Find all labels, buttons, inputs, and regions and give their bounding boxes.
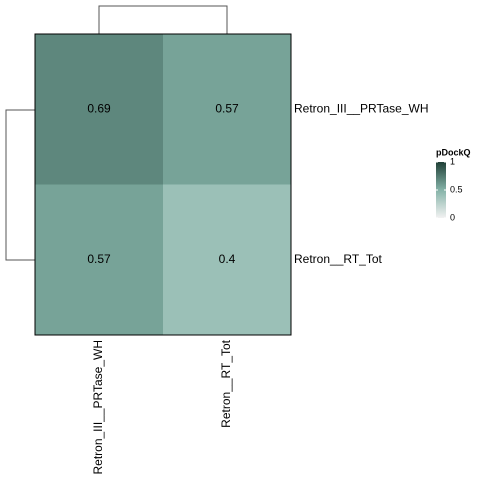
heatmap-border	[34, 33, 292, 336]
legend-title: pDockQ	[436, 147, 471, 157]
colorbar	[436, 162, 446, 218]
column-label: Retron_III__PRTase_WH	[91, 340, 105, 475]
column-dendrogram	[98, 5, 228, 34]
colorbar-tick-label: 0.5	[450, 184, 463, 194]
colorbar-tick-label: 1	[450, 156, 455, 166]
cell-label: 0.57	[87, 252, 111, 266]
row-label: Retron_III__PRTase_WH	[294, 101, 429, 115]
heatmap-cell	[35, 184, 163, 335]
cell-label: 0.57	[215, 101, 239, 115]
heatmap-cell	[35, 34, 163, 185]
cell-label: 0.4	[219, 252, 236, 266]
heatmap-cell	[163, 184, 291, 335]
colorbar-tick-label: 0	[450, 212, 455, 222]
cell-label: 0.69	[87, 101, 111, 115]
heatmap-cell	[163, 34, 291, 185]
row-label: Retron__RT_Tot	[294, 252, 382, 266]
row-dendrogram	[5, 109, 35, 261]
column-label: Retron__RT_Tot	[219, 339, 233, 427]
